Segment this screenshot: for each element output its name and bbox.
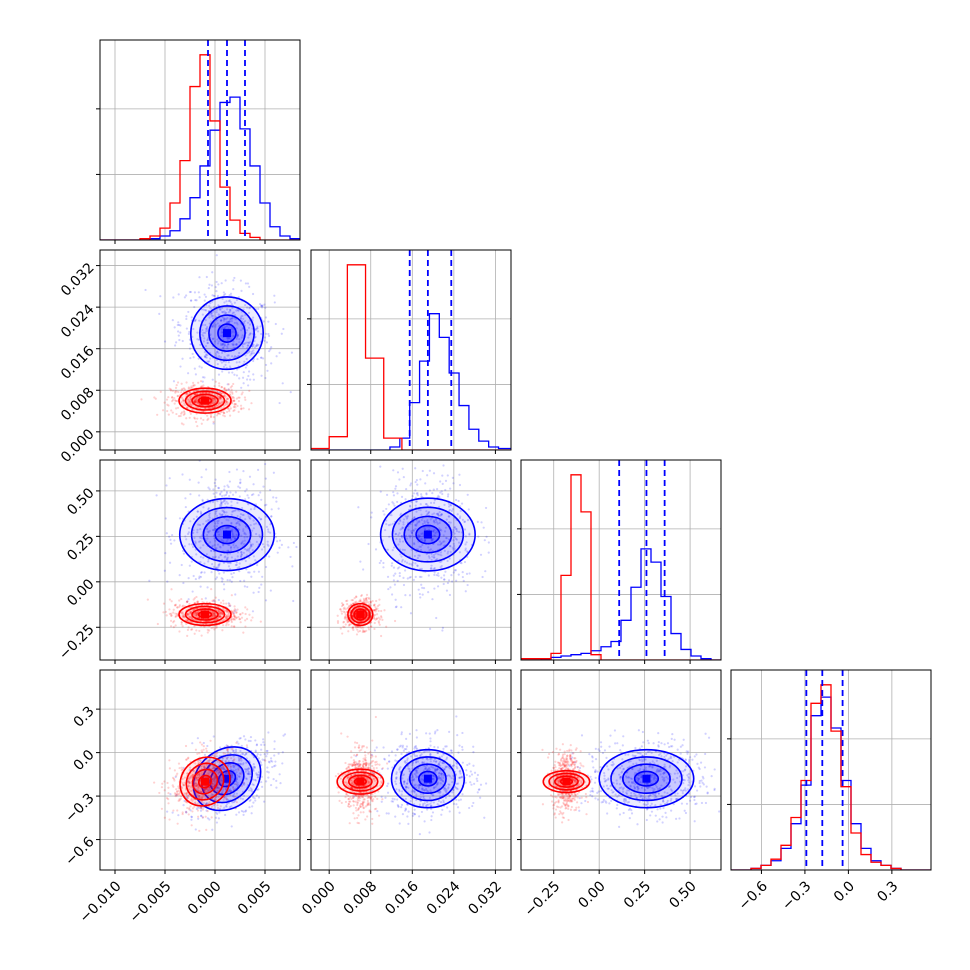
panel-2-2 bbox=[517, 459, 722, 661]
x-tick-label: 0.016 bbox=[382, 878, 422, 918]
y-tick-label: 0.016 bbox=[58, 343, 98, 383]
x-tick-label: 0.3 bbox=[874, 878, 901, 905]
density-peak bbox=[356, 610, 365, 619]
x-tick-label: 0.00 bbox=[575, 878, 608, 911]
x-tick-label: 0.0 bbox=[831, 878, 858, 905]
y-tick-label: 0.00 bbox=[64, 576, 97, 609]
x-tick-label: −0.005 bbox=[127, 878, 175, 926]
histogram-series bbox=[311, 264, 511, 450]
axes-frame bbox=[520, 669, 722, 871]
axes-frame bbox=[99, 39, 301, 241]
axes-frame bbox=[310, 669, 512, 871]
y-tick-label: 0.50 bbox=[64, 485, 97, 518]
density-peak bbox=[642, 774, 651, 783]
x-tick-label: 0.005 bbox=[235, 878, 275, 918]
density-peak bbox=[423, 530, 432, 539]
y-tick-label: 0.024 bbox=[58, 301, 98, 341]
histogram-series bbox=[521, 548, 721, 660]
x-tick-label: 0.25 bbox=[621, 878, 654, 911]
panel-3-1 bbox=[310, 669, 512, 871]
y-tick-label: 0.000 bbox=[58, 426, 98, 466]
axes-frame bbox=[99, 459, 301, 661]
panel-1-0 bbox=[99, 249, 301, 451]
scatter-points bbox=[144, 254, 300, 425]
histogram-series bbox=[521, 474, 721, 660]
density-peak bbox=[201, 777, 209, 786]
panel-2-1 bbox=[310, 459, 512, 661]
y-tick-label: 0.25 bbox=[64, 531, 97, 564]
density-peak bbox=[356, 777, 365, 786]
histogram-series bbox=[100, 96, 300, 240]
panel-3-2 bbox=[520, 669, 722, 871]
density-peak bbox=[223, 774, 231, 783]
axes-frame bbox=[310, 459, 512, 661]
x-tick-label: −0.3 bbox=[779, 878, 814, 913]
y-tick-label: 0.008 bbox=[58, 385, 98, 425]
y-tick-label: −0.3 bbox=[62, 790, 97, 825]
y-tick-label: 0.032 bbox=[58, 260, 98, 300]
axes-frame bbox=[99, 249, 301, 451]
x-tick-label: 0.50 bbox=[666, 878, 699, 911]
x-tick-label: 0.000 bbox=[299, 878, 339, 918]
y-tick-label: 0.0 bbox=[71, 747, 98, 774]
axes-frame bbox=[730, 669, 932, 871]
density-peak bbox=[562, 777, 571, 786]
x-tick-label: 0.024 bbox=[424, 878, 464, 918]
density-peak bbox=[423, 774, 432, 783]
y-tick-label: 0.3 bbox=[71, 703, 98, 730]
x-tick-label: 0.000 bbox=[185, 878, 225, 918]
axes-frame bbox=[99, 669, 301, 871]
axes-frame bbox=[520, 459, 722, 661]
x-tick-label: 0.008 bbox=[341, 878, 381, 918]
histogram-series bbox=[311, 313, 511, 450]
axes-frame bbox=[310, 249, 512, 451]
histogram-series bbox=[100, 54, 300, 240]
panel-1-1 bbox=[307, 249, 512, 451]
panel-2-0 bbox=[99, 459, 301, 661]
x-tick-label: −0.010 bbox=[77, 878, 125, 926]
panel-3-0 bbox=[99, 669, 301, 871]
y-tick-label: −0.6 bbox=[62, 834, 97, 869]
density-peak bbox=[223, 530, 231, 539]
y-tick-label: −0.25 bbox=[56, 622, 98, 664]
x-tick-label: −0.25 bbox=[522, 878, 564, 920]
x-tick-label: −0.6 bbox=[736, 878, 771, 913]
histogram-series bbox=[731, 684, 931, 870]
scatter-points bbox=[541, 743, 590, 824]
x-tick-label: 0.032 bbox=[465, 878, 505, 918]
density-peak bbox=[201, 396, 209, 405]
panel-0-0 bbox=[96, 39, 301, 241]
density-peak bbox=[223, 329, 231, 338]
panel-3-3 bbox=[727, 669, 932, 871]
density-peak bbox=[201, 610, 209, 619]
